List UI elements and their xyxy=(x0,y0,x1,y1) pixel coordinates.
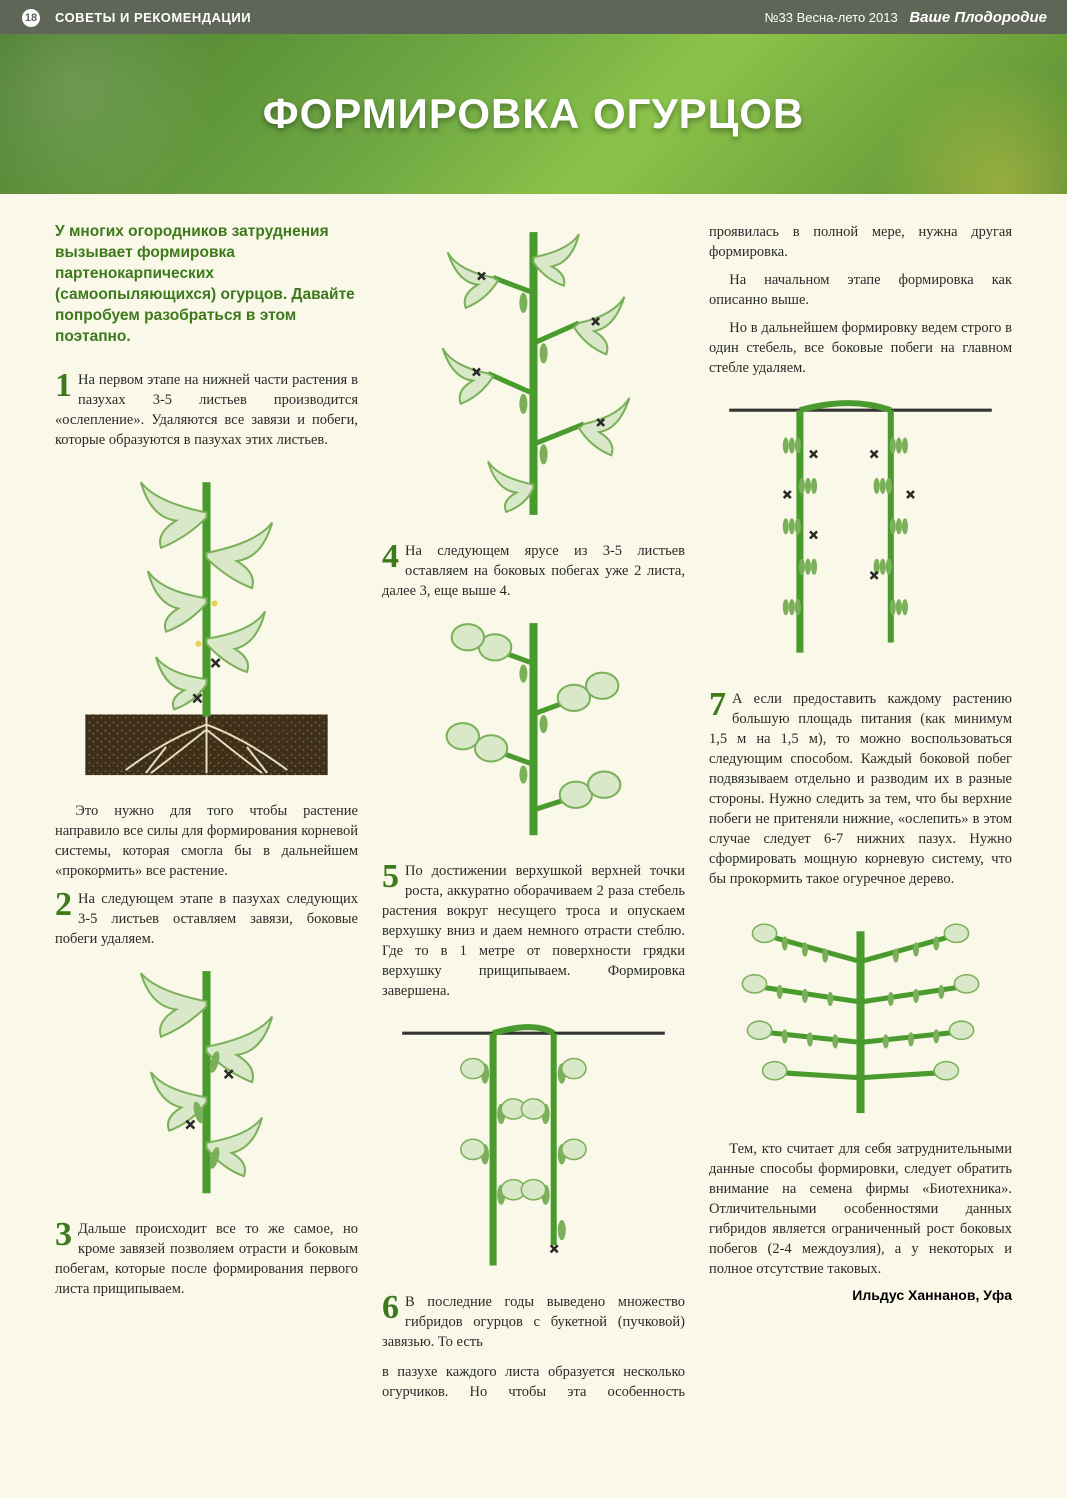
step-number: 2 xyxy=(55,891,72,920)
para-7a: Тем, кто считает для себя затруднительны… xyxy=(709,1139,1012,1279)
author-byline: Ильдус Ханнанов, Уфа xyxy=(709,1287,1012,1303)
step-text: По достижении верхушкой верхней точки ро… xyxy=(382,863,685,999)
header-bar: 18 СОВЕТЫ И РЕКОМЕНДАЦИИ №33 Весна-лето … xyxy=(0,0,1067,34)
step-text: На первом этапе на нижней части растения… xyxy=(55,372,358,448)
plant-stage2-icon xyxy=(55,961,358,1203)
diagram-6 xyxy=(709,390,1012,673)
step-number: 7 xyxy=(709,691,726,720)
step-number: 4 xyxy=(382,543,399,572)
plant-hanging-icon xyxy=(382,1013,685,1276)
step-text: На следующем ярусе из 3-5 листьев оставл… xyxy=(382,543,685,599)
intro-paragraph: У многих огородников затруднения вызывае… xyxy=(55,222,358,348)
plant-roots-icon xyxy=(55,462,358,785)
magazine-page: 18 СОВЕТЫ И РЕКОМЕНДАЦИИ №33 Весна-лето … xyxy=(0,0,1067,1498)
page-number: 18 xyxy=(22,9,40,27)
para-6b: На начальном этапе формировка как описан… xyxy=(709,270,1012,310)
plant-stage3-icon xyxy=(382,222,685,525)
diagram-7 xyxy=(709,901,1012,1123)
para-1a: Это нужно для того чтобы растение направ… xyxy=(55,801,358,881)
article-body: У многих огородников затруднения вызывае… xyxy=(0,194,1067,1464)
issue-label: №33 Весна-лето 2013 xyxy=(765,10,898,25)
magazine-name: Ваше Плодородие xyxy=(909,9,1047,26)
hero-banner: Формировка огурцов xyxy=(0,34,1067,194)
step-text: Дальше происходит все то же самое, но кр… xyxy=(55,1221,358,1297)
plant-singlestem-icon xyxy=(709,390,1012,673)
step-number: 5 xyxy=(382,863,399,892)
step-2: 2 На следующем этапе в пазухах следующих… xyxy=(55,889,358,949)
section-label: СОВЕТЫ И РЕКОМЕНДАЦИИ xyxy=(55,10,251,25)
step-number: 6 xyxy=(382,1294,399,1323)
step-4: 4 На следующем ярусе из 3-5 листьев оста… xyxy=(382,541,685,601)
step-number: 1 xyxy=(55,372,72,401)
para-6c: Но в дальнейшем формировку ведем строго … xyxy=(709,318,1012,378)
step-text: На следующем этапе в пазухах следующих 3… xyxy=(55,891,358,947)
header-right: №33 Весна-лето 2013 Ваше Плодородие xyxy=(765,9,1047,26)
step-1: 1 На первом этапе на нижней части растен… xyxy=(55,370,358,450)
step-6: 6 В последние годы выведено множество ги… xyxy=(382,1292,685,1352)
plant-tree-icon xyxy=(709,901,1012,1123)
diagram-4 xyxy=(382,613,685,845)
diagram-2 xyxy=(55,961,358,1203)
step-3: 3 Дальше происходит все то же самое, но … xyxy=(55,1219,358,1299)
step-7: 7 А если предоставить каждому растению б… xyxy=(709,689,1012,889)
diagram-1 xyxy=(55,462,358,785)
step-text: А если предоставить каждому растению бол… xyxy=(709,691,1012,887)
step-text: В последние годы выведено множество гибр… xyxy=(382,1294,685,1350)
diagram-5 xyxy=(382,1013,685,1276)
plant-stage4-icon xyxy=(382,613,685,845)
step-number: 3 xyxy=(55,1221,72,1250)
article-title: Формировка огурцов xyxy=(263,90,805,138)
step-5: 5 По достижении верхушкой верхней точки … xyxy=(382,861,685,1001)
diagram-3 xyxy=(382,222,685,525)
